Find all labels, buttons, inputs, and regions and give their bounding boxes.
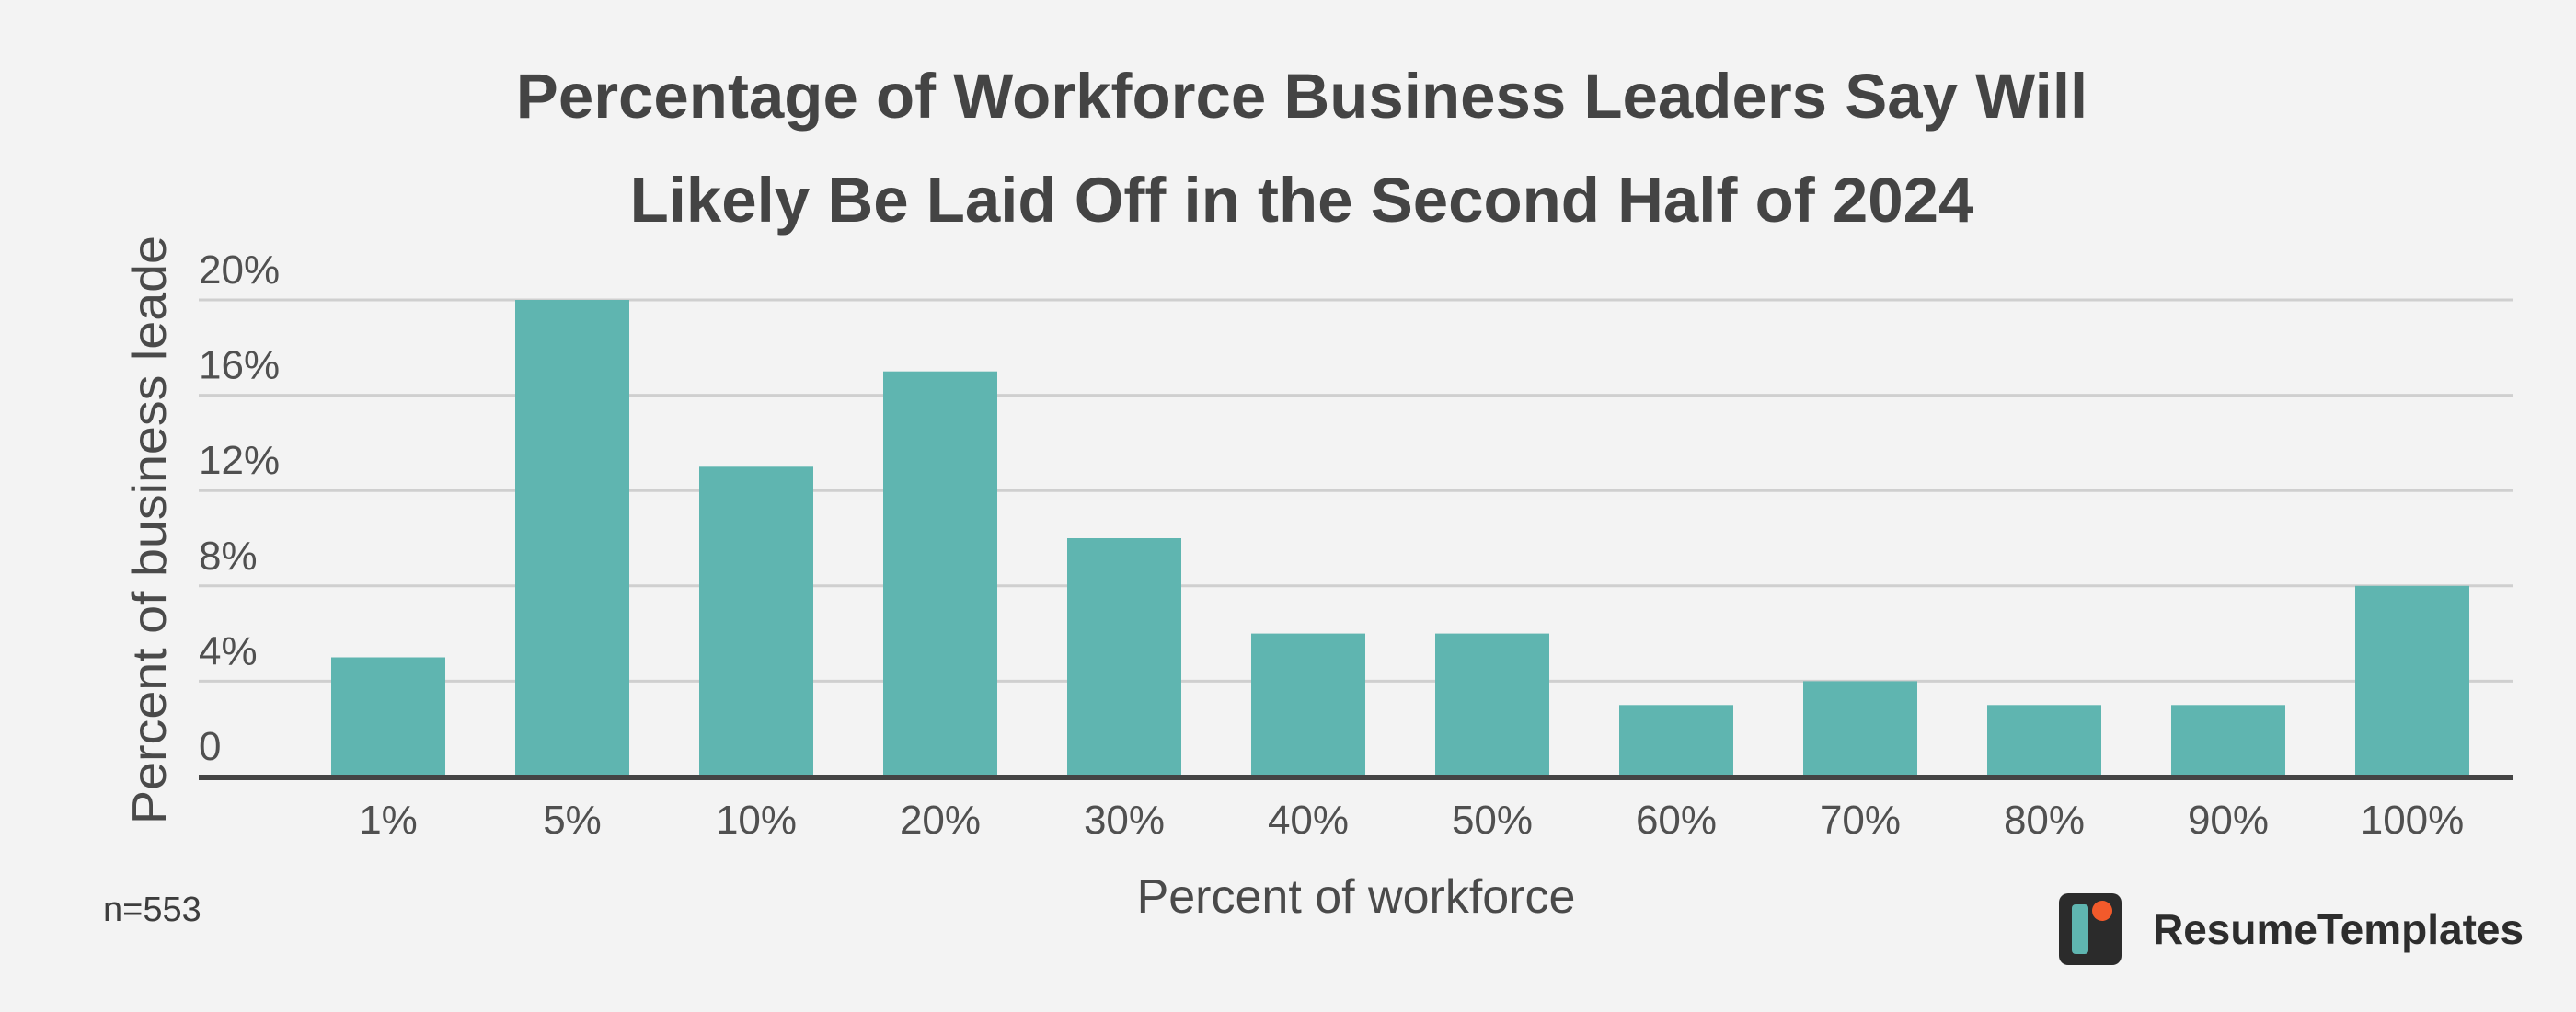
- x-tick-label: 30%: [1084, 798, 1165, 843]
- bar: [331, 657, 445, 776]
- x-tick-label: 40%: [1268, 798, 1349, 843]
- x-tick-label: 80%: [2004, 798, 2085, 843]
- x-tick-label: 60%: [1636, 798, 1717, 843]
- bar: [1067, 538, 1181, 776]
- brand-logo-bar: [2072, 904, 2088, 954]
- bar: [1619, 705, 1733, 776]
- chart-title-line-2: Likely Be Laid Off in the Second Half of…: [629, 165, 1974, 236]
- y-tick-label: 4%: [199, 628, 258, 673]
- x-tick-label: 70%: [1820, 798, 1901, 843]
- y-axis-title: Percent of business leade: [123, 236, 177, 824]
- y-tick-label: 20%: [199, 247, 280, 293]
- sample-size-note: n=553: [103, 891, 201, 929]
- x-tick-labels: 1% 5% 10% 20% 30% 40% 50% 60% 70% 80% 90% 100%: [359, 798, 2464, 843]
- x-axis-title: Percent of workforce: [1137, 870, 1576, 924]
- brand-name: ResumeTemplates: [2153, 905, 2524, 953]
- bars: [331, 300, 2469, 776]
- bar: [883, 371, 997, 776]
- x-tick-label: 20%: [900, 798, 981, 843]
- y-tick-label: 0: [199, 724, 221, 769]
- x-tick-label: 90%: [2188, 798, 2269, 843]
- bar: [2355, 585, 2469, 776]
- bar: [1435, 633, 1549, 776]
- chart-title-line-1: Percentage of Workforce Business Leaders…: [515, 61, 2088, 132]
- x-tick-label: 5%: [543, 798, 602, 843]
- bar: [1251, 633, 1365, 776]
- bar: [2171, 705, 2285, 776]
- brand-logo: ResumeTemplates: [2059, 892, 2524, 966]
- y-tick-label: 16%: [199, 343, 280, 388]
- y-tick-label: 8%: [199, 534, 258, 579]
- brand-logo-icon: [2059, 893, 2122, 965]
- x-tick-label: 100%: [2361, 798, 2465, 843]
- x-tick-label: 1%: [359, 798, 418, 843]
- bar: [699, 466, 813, 776]
- bar: [1803, 681, 1917, 776]
- brand-logo-dot: [2092, 901, 2112, 921]
- x-tick-label: 50%: [1452, 798, 1533, 843]
- chart-title: Percentage of Workforce Business Leaders…: [0, 44, 2576, 252]
- bar: [515, 300, 629, 776]
- bar: [1987, 705, 2101, 776]
- y-tick-label: 12%: [199, 438, 280, 483]
- y-tick-labels: 0 4% 8% 12% 16% 20%: [199, 247, 280, 769]
- x-tick-label: 10%: [716, 798, 797, 843]
